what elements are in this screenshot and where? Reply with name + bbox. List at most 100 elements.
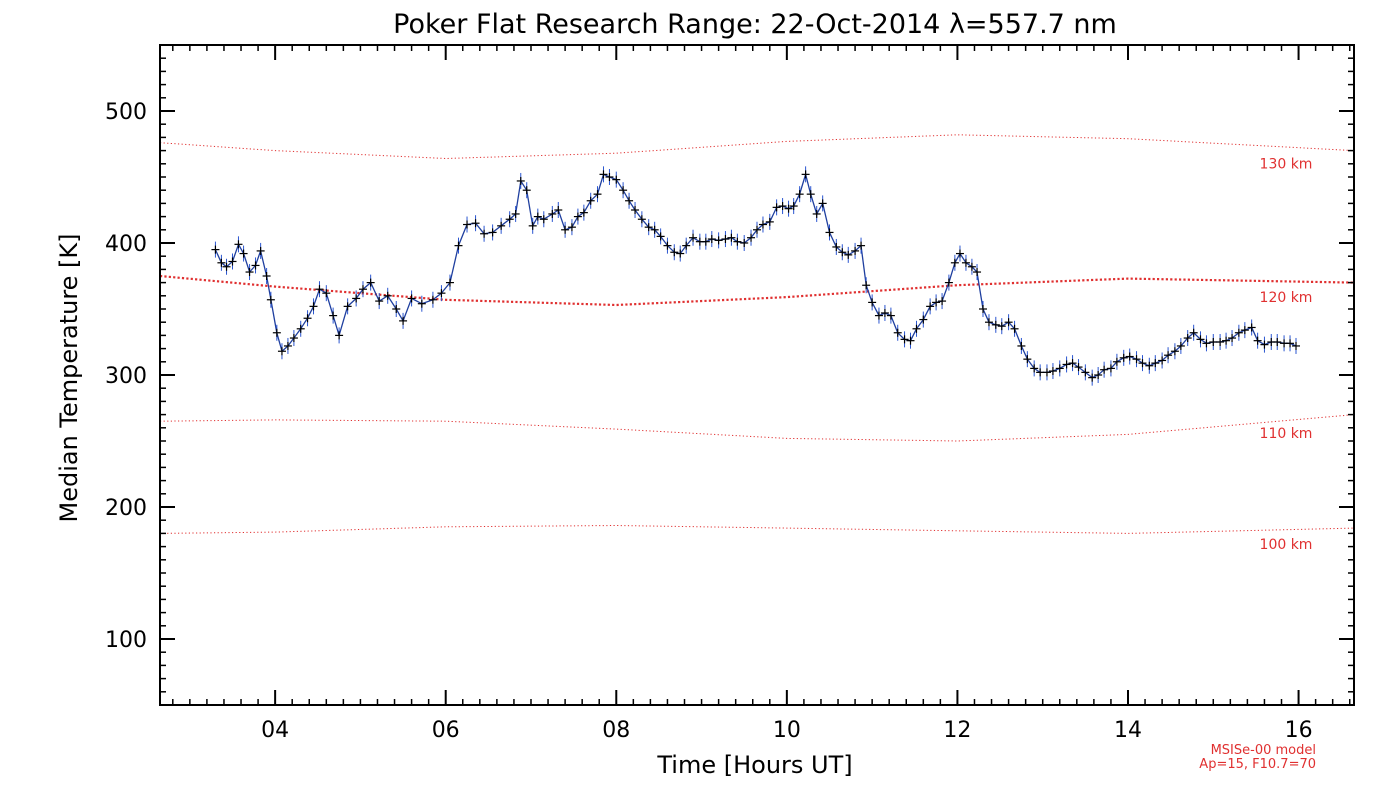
data-point-41 xyxy=(505,211,514,228)
data-point-74 xyxy=(714,232,723,249)
data-point-10 xyxy=(266,291,275,308)
data-point-123 xyxy=(1017,337,1026,354)
data-point-106 xyxy=(912,320,921,337)
data-point-152 xyxy=(1202,335,1211,352)
data-point-67 xyxy=(670,244,679,261)
y-tick-label: 100 xyxy=(105,628,147,653)
x-tick-label: 10 xyxy=(773,718,801,743)
data-point-156 xyxy=(1228,330,1237,347)
data-point-44 xyxy=(522,182,531,199)
data-point-19 xyxy=(322,285,331,302)
data-point-55 xyxy=(593,186,602,203)
data-point-8 xyxy=(256,242,265,259)
data-point-16 xyxy=(303,310,312,327)
data-point-25 xyxy=(366,274,375,291)
data-point-161 xyxy=(1260,336,1269,353)
data-point-112 xyxy=(950,254,959,271)
data-point-24 xyxy=(358,281,367,298)
data-point-29 xyxy=(399,312,408,329)
y-tick-label: 400 xyxy=(105,232,147,257)
model-line-0 xyxy=(159,134,1355,160)
y-tick-label: 200 xyxy=(105,496,147,521)
data-point-124 xyxy=(1023,351,1032,368)
x-tick-label: 16 xyxy=(1285,718,1313,743)
x-tick-label: 14 xyxy=(1114,718,1142,743)
model-line-2 xyxy=(159,414,1355,442)
data-point-149 xyxy=(1183,330,1192,347)
data-point-111 xyxy=(944,274,953,291)
data-point-128 xyxy=(1048,363,1057,380)
data-point-122 xyxy=(1010,320,1019,337)
data-point-77 xyxy=(733,233,742,250)
data-point-6 xyxy=(245,264,254,281)
data-point-5 xyxy=(239,245,248,262)
data-point-103 xyxy=(893,324,902,341)
data-point-159 xyxy=(1247,319,1256,336)
data-point-125 xyxy=(1030,360,1039,377)
data-point-144 xyxy=(1151,355,1160,372)
data-point-118 xyxy=(984,314,993,331)
data-point-140 xyxy=(1125,348,1134,365)
data-point-135 xyxy=(1094,367,1103,383)
data-point-119 xyxy=(991,316,1000,333)
data-point-105 xyxy=(906,332,915,349)
data-point-104 xyxy=(900,331,909,348)
data-point-89 xyxy=(806,186,815,203)
x-axis-label: Time [Hours UT] xyxy=(656,751,852,779)
model-line-label-3: 100 km xyxy=(1260,537,1313,553)
data-point-79 xyxy=(747,229,756,246)
data-point-146 xyxy=(1164,347,1173,364)
data-point-81 xyxy=(758,216,767,233)
data-point-0 xyxy=(211,241,220,258)
data-point-110 xyxy=(938,293,947,310)
data-point-60 xyxy=(625,192,634,209)
data-point-129 xyxy=(1055,360,1064,377)
data-point-22 xyxy=(343,298,352,315)
model-line-1 xyxy=(159,274,1355,307)
data-point-39 xyxy=(488,224,497,241)
data-point-73 xyxy=(707,231,716,248)
chart-title: Poker Flat Research Range: 22-Oct-2014 λ… xyxy=(393,9,1117,40)
data-point-45 xyxy=(528,217,537,234)
data-point-131 xyxy=(1068,355,1077,372)
data-point-15 xyxy=(296,320,305,337)
data-point-98 xyxy=(862,277,871,294)
data-point-20 xyxy=(329,307,338,324)
data-point-130 xyxy=(1062,356,1071,373)
data-point-27 xyxy=(383,287,392,304)
data-point-93 xyxy=(832,238,841,255)
data-point-48 xyxy=(548,205,557,222)
data-point-52 xyxy=(573,208,582,225)
data-point-62 xyxy=(637,211,646,228)
data-point-163 xyxy=(1273,334,1282,350)
data-point-84 xyxy=(778,198,787,215)
data-point-54 xyxy=(586,192,595,209)
data-point-117 xyxy=(979,301,988,317)
model-line-label-2: 110 km xyxy=(1260,426,1313,442)
data-point-7 xyxy=(251,257,260,274)
data-point-40 xyxy=(497,217,506,234)
data-point-114 xyxy=(961,254,970,271)
data-point-96 xyxy=(851,242,860,259)
data-point-108 xyxy=(926,298,935,315)
data-point-133 xyxy=(1081,364,1090,381)
data-point-47 xyxy=(539,211,548,228)
data-point-157 xyxy=(1234,324,1243,341)
data-point-138 xyxy=(1112,353,1121,370)
data-point-61 xyxy=(631,202,640,218)
data-point-53 xyxy=(579,204,588,221)
data-point-139 xyxy=(1119,349,1128,366)
data-point-95 xyxy=(844,246,853,263)
data-point-109 xyxy=(932,294,941,311)
data-series xyxy=(211,166,1301,386)
data-point-101 xyxy=(880,304,889,321)
data-point-165 xyxy=(1286,335,1295,352)
data-point-38 xyxy=(480,225,489,242)
data-point-32 xyxy=(428,291,437,308)
plot-frame xyxy=(159,44,1355,706)
data-point-35 xyxy=(454,237,463,254)
axis-ticks xyxy=(160,44,1354,706)
data-point-143 xyxy=(1145,357,1154,374)
data-point-132 xyxy=(1074,359,1083,376)
